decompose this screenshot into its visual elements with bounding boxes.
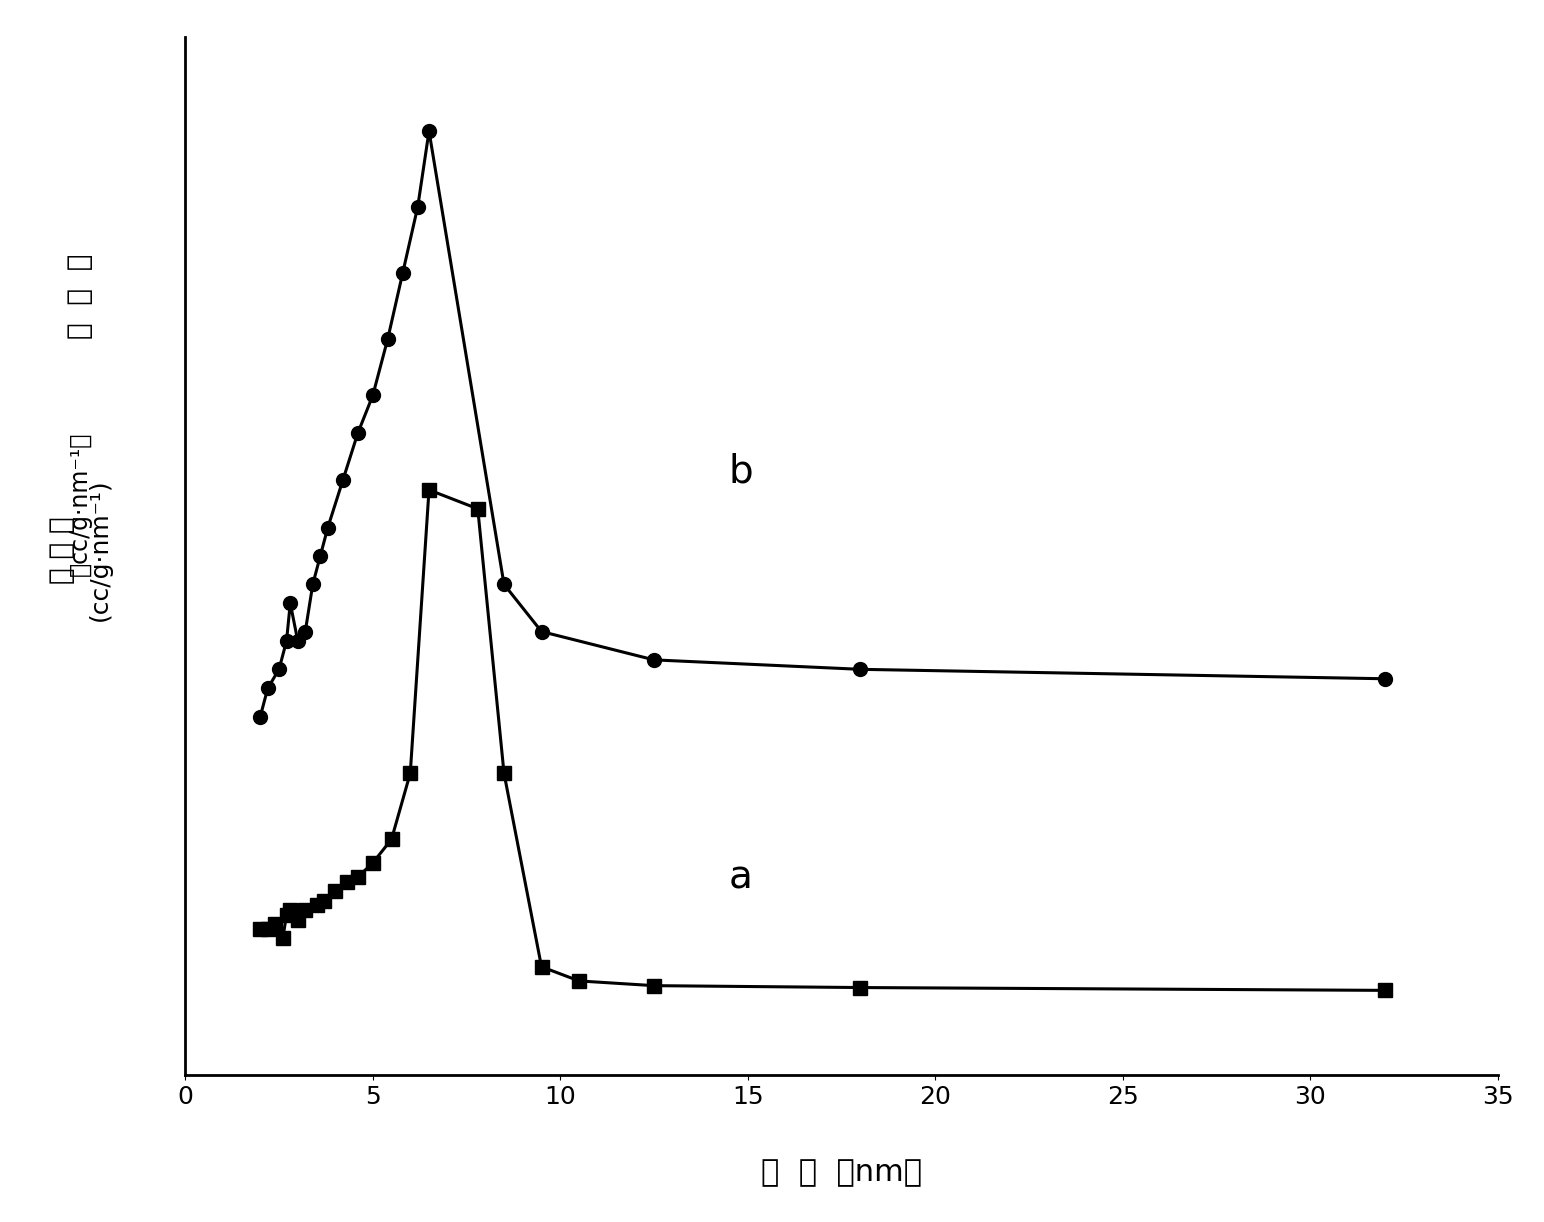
Text: 孔 体 积: 孔 体 积 <box>48 516 76 584</box>
Text: （cc/g·nm⁻¹）: （cc/g·nm⁻¹） <box>68 431 93 577</box>
Text: a: a <box>729 858 753 896</box>
Text: 孔  径  （nm）: 孔 径 （nm） <box>761 1158 922 1188</box>
Text: b: b <box>729 452 753 490</box>
Text: (cc/g·nm⁻¹): (cc/g·nm⁻¹) <box>88 479 113 621</box>
Text: 孔  体  积: 孔 体 积 <box>66 254 94 338</box>
